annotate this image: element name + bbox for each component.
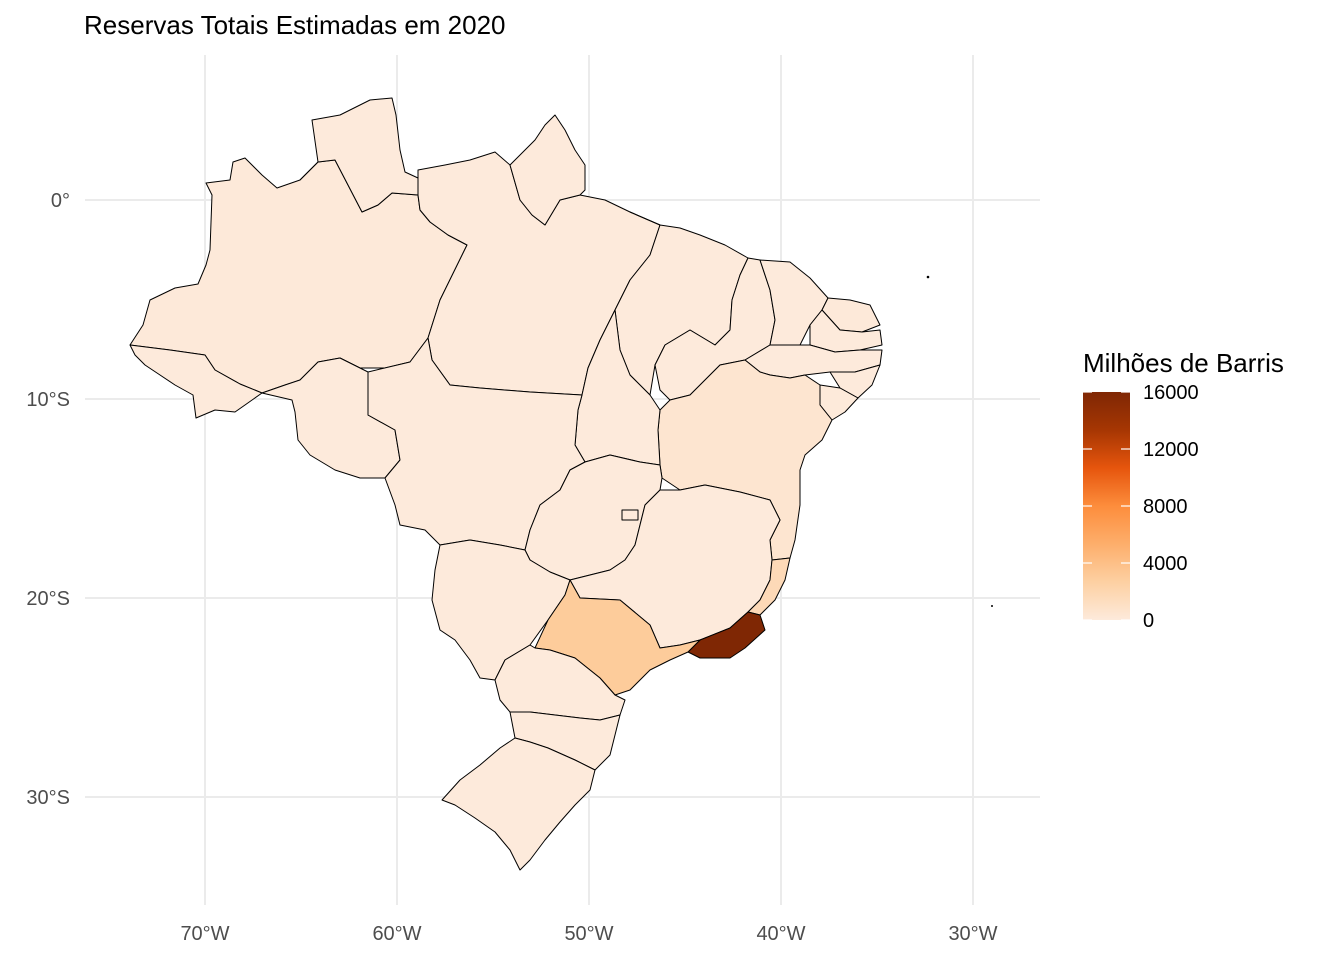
x-tick-label: 60°W	[372, 923, 421, 945]
x-tick-label: 70°W	[180, 923, 229, 945]
state-ap	[509, 114, 586, 226]
legend-label: 4000	[1143, 553, 1188, 575]
x-tick-label: 50°W	[564, 923, 613, 945]
y-axis-ticks: 0° 10°S 20°S 30°S	[26, 190, 70, 809]
state-rs	[441, 737, 596, 871]
island-dot	[991, 605, 993, 607]
state-rj	[687, 611, 766, 659]
legend-label: 12000	[1143, 439, 1199, 461]
state-pb	[809, 309, 883, 353]
state-df	[621, 509, 639, 521]
states-layer	[129, 97, 993, 871]
legend-title: Milhões de Barris	[1083, 348, 1284, 378]
chart-title: Reservas Totais Estimadas em 2020	[84, 10, 506, 40]
y-tick-label: 0°	[51, 190, 70, 212]
legend-label: 0	[1143, 610, 1154, 632]
island-dot	[926, 275, 930, 279]
state-rr	[299, 97, 419, 213]
legend-label: 8000	[1143, 496, 1188, 518]
x-tick-label: 40°W	[756, 923, 805, 945]
y-tick-label: 20°S	[26, 588, 70, 610]
y-tick-label: 30°S	[26, 787, 70, 809]
x-tick-label: 30°W	[948, 923, 997, 945]
legend-label: 16000	[1143, 382, 1199, 404]
x-axis-ticks: 70°W 60°W 50°W 40°W 30°W	[180, 923, 997, 945]
y-tick-label: 10°S	[26, 389, 70, 411]
color-legend: Milhões de Barris 16000 12000 8000 4000 0	[1083, 348, 1284, 632]
state-ac	[129, 344, 263, 419]
